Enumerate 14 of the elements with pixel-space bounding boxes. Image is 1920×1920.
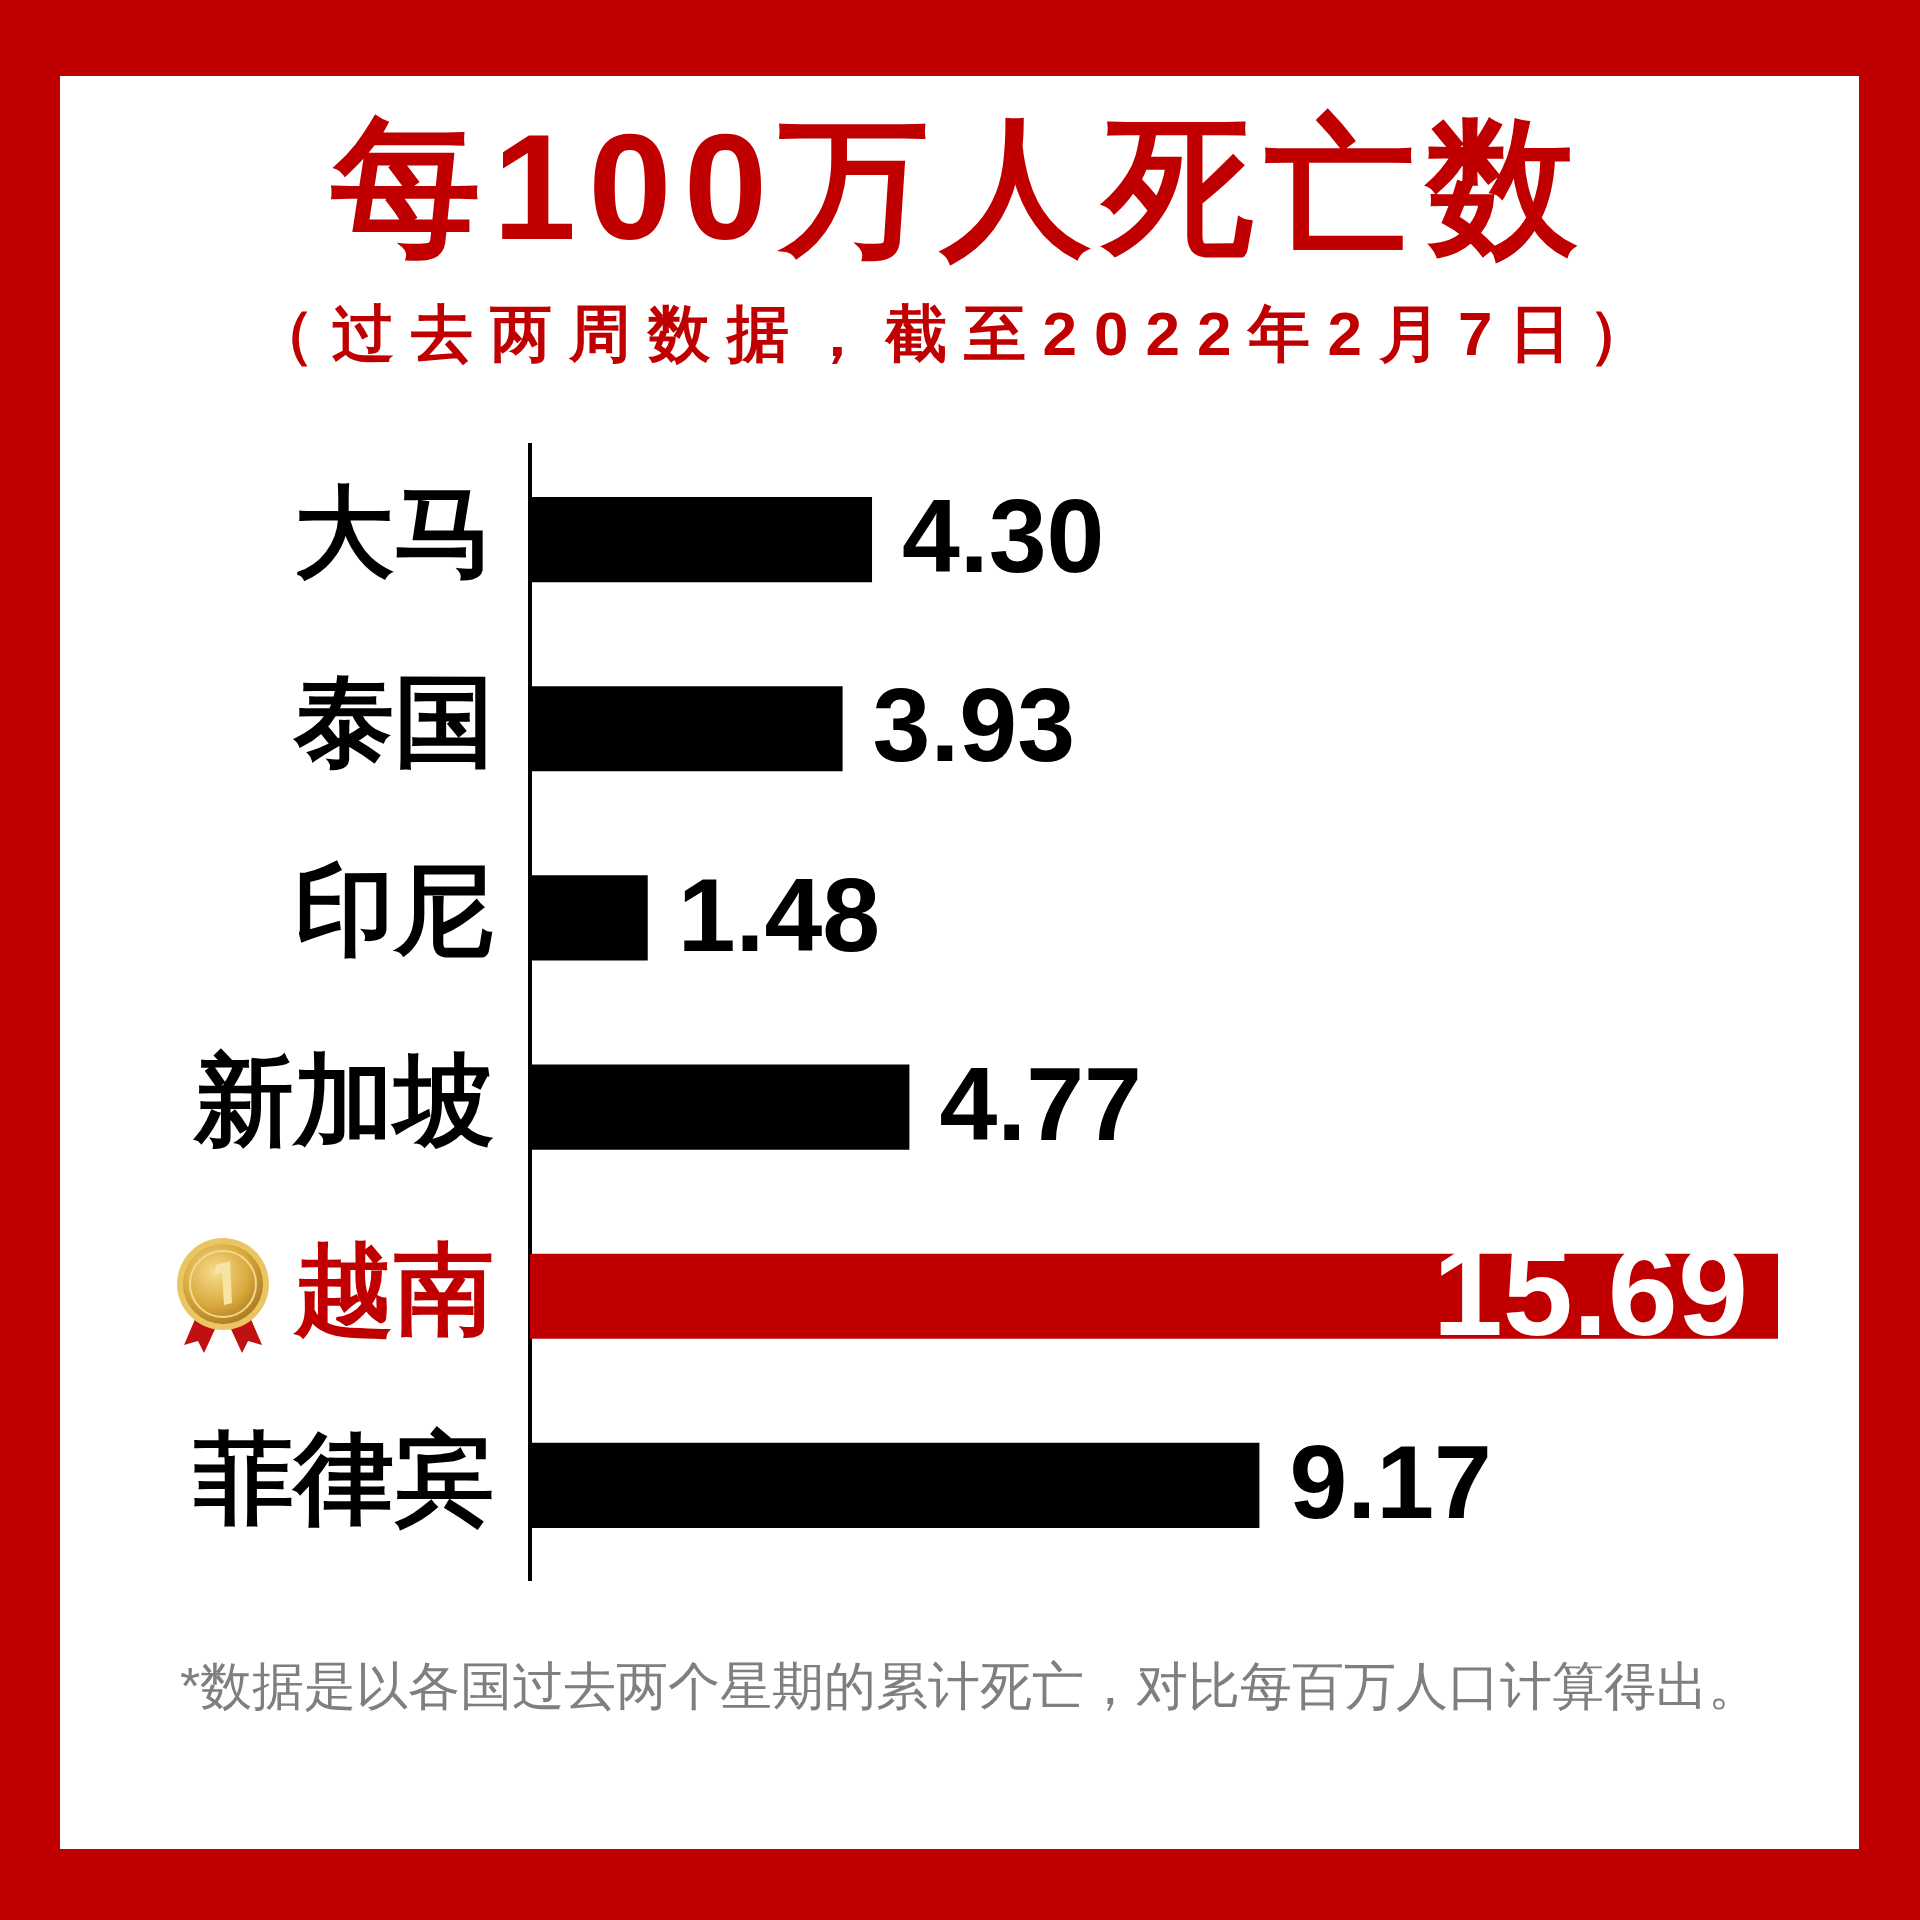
chart-subtitle: （过去两周数据，截至2022年2月7日） <box>251 299 1669 368</box>
y-tick-label: 印尼 <box>294 854 494 967</box>
y-tick-label: 越南 <box>293 1232 494 1345</box>
y-tick-label: 菲律宾 <box>194 1421 494 1534</box>
data-label: 4.30 <box>902 478 1105 595</box>
data-label: 3.93 <box>872 667 1076 784</box>
data-label: 9.17 <box>1289 1424 1492 1541</box>
data-label: 4.77 <box>939 1045 1142 1162</box>
data-label: 1.48 <box>677 856 881 973</box>
y-tick-label: 新加坡 <box>192 1043 494 1156</box>
text: *数据是以各国过去两个星期的累计死亡，对比每百万人口计算得出。 <box>180 1656 1762 1717</box>
y-tick-label: 泰国 <box>292 665 494 778</box>
chart-title: 每100万人死亡数 <box>329 103 1591 271</box>
y-tick-label: 大马 <box>294 476 494 589</box>
